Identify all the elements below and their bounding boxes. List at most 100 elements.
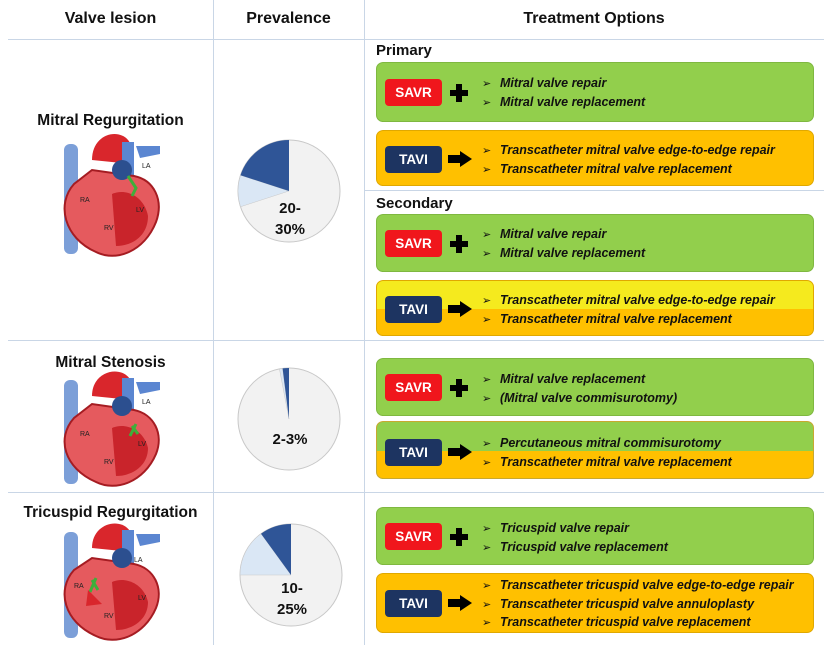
option-item: ➢ Mitral valve repair — [482, 226, 645, 245]
section-label-secondary: Secondary — [376, 195, 453, 212]
savr-badge: SAVR — [385, 374, 442, 401]
bullet-icon: ➢ — [482, 438, 492, 450]
treatment-box-savr-primary: SAVR ➢ Mitral valve repair ➢ Mitral valve … — [376, 62, 814, 122]
savr-badge: SAVR — [385, 523, 442, 550]
plus-icon — [449, 527, 469, 547]
bullet-icon: ➢ — [482, 96, 492, 109]
option-list: ➢ Transcatheter tricuspid valve edge-to-e… — [482, 577, 794, 633]
header-prevalence: Prevalence — [246, 10, 331, 27]
lesion-name-mitral-stenosis: Mitral Stenosis — [55, 354, 166, 371]
bullet-icon: ➢ — [482, 374, 492, 386]
pie-slice-min — [240, 140, 289, 191]
grid-h-row2 — [8, 492, 824, 493]
savr-badge: SAVR — [385, 79, 442, 106]
heart-label-ra: RA — [80, 197, 90, 204]
tavi-badge: TAVI — [385, 296, 442, 323]
heart-label-lv: LV — [138, 441, 146, 448]
pie-slice-min — [261, 524, 291, 575]
arrow-right-icon — [448, 595, 472, 611]
option-item: ➢ Transcatheter tricuspid valve annulopla… — [482, 596, 794, 615]
heart-label-rv: RV — [104, 225, 114, 232]
option-list: ➢ Percutaneous mitral commisurotomy ➢ Tran… — [482, 435, 732, 472]
bullet-icon: ➢ — [482, 456, 492, 469]
heart-illustration-tricuspid-regurgitation: RA LA LV RV — [63, 523, 160, 641]
heart-label-lv: LV — [136, 207, 144, 214]
heart-label-ra: RA — [74, 583, 84, 590]
heart-label-la: LA — [142, 399, 151, 406]
prevalence-text-mitral-regurgitation: 20- 30% — [250, 198, 330, 240]
prevalence-pie-mitral-regurgitation — [237, 139, 341, 243]
header-valve-lesion: Valve lesion — [64, 10, 157, 27]
option-item: ➢ Transcatheter mitral valve edge-to-edge… — [482, 292, 775, 311]
prevalence-text-tricuspid-regurgitation: 10- 25% — [252, 578, 332, 620]
heart-label-lv: LV — [138, 595, 146, 602]
grid-h-row1 — [8, 340, 824, 341]
bullet-icon: ➢ — [482, 247, 492, 260]
bullet-icon: ➢ — [482, 295, 492, 307]
treatment-box-savr-mitral-stenosis: SAVR ➢ Mitral valve replacement ➢ (Mitral … — [376, 358, 814, 416]
option-item: ➢ Mitral valve replacement — [482, 371, 677, 390]
heart-label-la: LA — [134, 557, 143, 564]
bullet-icon: ➢ — [482, 229, 492, 241]
heart-label-la: LA — [142, 163, 151, 170]
option-list: ➢ Mitral valve replacement ➢ (Mitral valve… — [482, 371, 677, 408]
bullet-icon: ➢ — [482, 541, 492, 554]
heart-label-rv: RV — [104, 459, 114, 466]
bullet-icon: ➢ — [482, 617, 492, 629]
option-item: ➢ Transcatheter mitral valve replacement — [482, 161, 775, 180]
prevalence-pie-tricuspid-regurgitation — [239, 523, 343, 627]
option-item: ➢ Transcatheter tricuspid valve replaceme… — [482, 614, 794, 633]
pie-slice-range — [239, 533, 292, 576]
lesion-name-mitral-regurgitation: Mitral Regurgitation — [37, 112, 184, 129]
heart-illustration-mitral-stenosis: RA LA LV RV — [63, 371, 160, 487]
option-item: ➢ (Mitral valve commisurotomy) — [482, 390, 677, 409]
treatment-box-savr-secondary: SAVR ➢ Mitral valve repair ➢ Mitral valve … — [376, 214, 814, 272]
option-item: ➢ Mitral valve replacement — [482, 94, 645, 113]
option-list: ➢ Transcatheter mitral valve edge-to-edge… — [482, 142, 775, 179]
arrow-right-icon — [448, 151, 472, 167]
prevalence-text-mitral-stenosis: 2-3% — [250, 429, 330, 450]
grid-h-primary-secondary — [364, 190, 824, 191]
bullet-icon: ➢ — [482, 523, 492, 535]
plus-icon — [449, 83, 469, 103]
option-item: ➢ Transcatheter mitral valve replacement — [482, 454, 732, 473]
prevalence-text: 2-3% — [272, 431, 308, 448]
option-item: ➢ Tricuspid valve replacement — [482, 539, 668, 558]
bullet-icon: ➢ — [482, 163, 492, 176]
pie-slice-range — [279, 368, 290, 420]
heart-illustration-mitral-regurgitation: RA LA LV RV — [63, 134, 160, 257]
bullet-icon: ➢ — [482, 78, 492, 90]
prevalence-text: 20- 30% — [274, 200, 306, 238]
bullet-icon: ➢ — [482, 392, 492, 405]
pie-slice-min — [282, 368, 289, 419]
option-list: ➢ Transcatheter mitral valve edge-to-edge… — [482, 292, 775, 329]
option-item: ➢ Mitral valve repair — [482, 75, 645, 94]
treatment-box-tavi-tricuspid: TAVI ➢ Transcatheter tricuspid valve edge… — [376, 573, 814, 633]
tavi-badge: TAVI — [385, 146, 442, 173]
header-treatment-options: Treatment Options — [523, 10, 665, 27]
grid-v-1 — [213, 0, 214, 645]
treatment-box-tavi-primary: TAVI ➢ Transcatheter mitral valve edge-to… — [376, 130, 814, 186]
prevalence-pie-mitral-stenosis — [237, 367, 341, 471]
arrow-right-icon — [448, 301, 472, 317]
grid-v-2 — [364, 0, 365, 645]
bullet-icon: ➢ — [482, 313, 492, 326]
bullet-icon: ➢ — [482, 580, 492, 592]
tavi-badge: TAVI — [385, 590, 442, 617]
option-item: ➢ Tricuspid valve repair — [482, 520, 668, 539]
treatment-box-savr-tricuspid: SAVR ➢ Tricuspid valve repair ➢ Tricuspid … — [376, 507, 814, 565]
grid-h-top — [8, 39, 824, 40]
treatment-box-tavi-secondary: TAVI ➢ Transcatheter mitral valve edge-to… — [376, 280, 814, 336]
option-list: ➢ Tricuspid valve repair ➢ Tricuspid valve… — [482, 520, 668, 557]
lesion-name-tricuspid-regurgitation: Tricuspid Regurgitation — [23, 504, 198, 521]
option-list: ➢ Mitral valve repair ➢ Mitral valve repla… — [482, 226, 645, 263]
savr-badge: SAVR — [385, 230, 442, 257]
option-item: ➢ Transcatheter mitral valve replacement — [482, 311, 775, 330]
section-label-primary: Primary — [376, 42, 432, 59]
plus-icon — [449, 378, 469, 398]
plus-icon — [449, 234, 469, 254]
pie-slice-range — [237, 174, 290, 208]
option-item: ➢ Mitral valve replacement — [482, 245, 645, 264]
option-list: ➢ Mitral valve repair ➢ Mitral valve repla… — [482, 75, 645, 112]
treatment-box-tavi-mitral-stenosis: TAVI ➢ Percutaneous mitral commisurotomy … — [376, 421, 814, 479]
